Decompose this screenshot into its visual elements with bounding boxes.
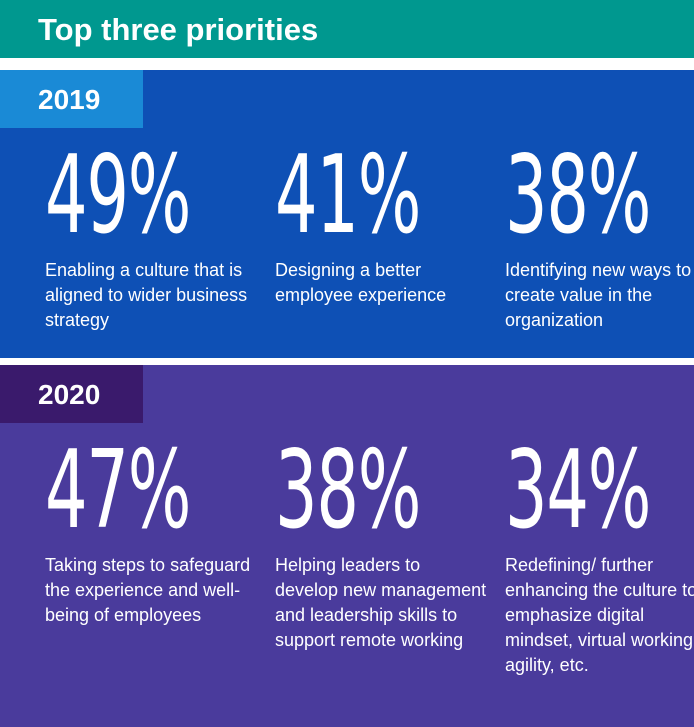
description: Designing a better employee experience	[275, 260, 447, 305]
description: Identifying new ways to create value in …	[505, 260, 692, 330]
header-bar: Top three priorities	[0, 0, 694, 58]
priority-item: 38% Identifying new ways to create value …	[505, 133, 694, 331]
description: Redefining/ further enhancing the cultur…	[505, 555, 694, 675]
description: Enabling a culture that is aligned to wi…	[45, 260, 248, 330]
year-label: 2019	[0, 70, 143, 128]
year-label: 2020	[0, 365, 143, 423]
priority-item: 47% Taking steps to safeguard the experie…	[45, 428, 250, 626]
priority-item: 34% Redefining/ further enhancing the cul…	[505, 428, 694, 676]
percentage: 38%	[505, 133, 651, 258]
percentage: 38%	[275, 428, 421, 553]
priority-item: 49% Enabling a culture that is aligned to…	[45, 133, 250, 331]
section-2020: 2020 47% Taking steps to safeguard the exp…	[0, 365, 694, 727]
section-2019: 2019 49% Enabling a culture that is aligne…	[0, 70, 694, 358]
percentage: 47%	[45, 428, 191, 553]
percentage: 49%	[45, 133, 191, 258]
percentage: 41%	[275, 133, 421, 258]
description: Helping leaders to develop new managemen…	[275, 555, 487, 650]
priority-item: 41% Designing a better employee experienc…	[275, 133, 480, 306]
priority-item: 38% Helping leaders to develop new manage…	[275, 428, 486, 651]
description: Taking steps to safeguard the experience…	[45, 555, 251, 625]
title: Top three priorities	[38, 12, 319, 47]
percentage: 34%	[505, 428, 651, 553]
